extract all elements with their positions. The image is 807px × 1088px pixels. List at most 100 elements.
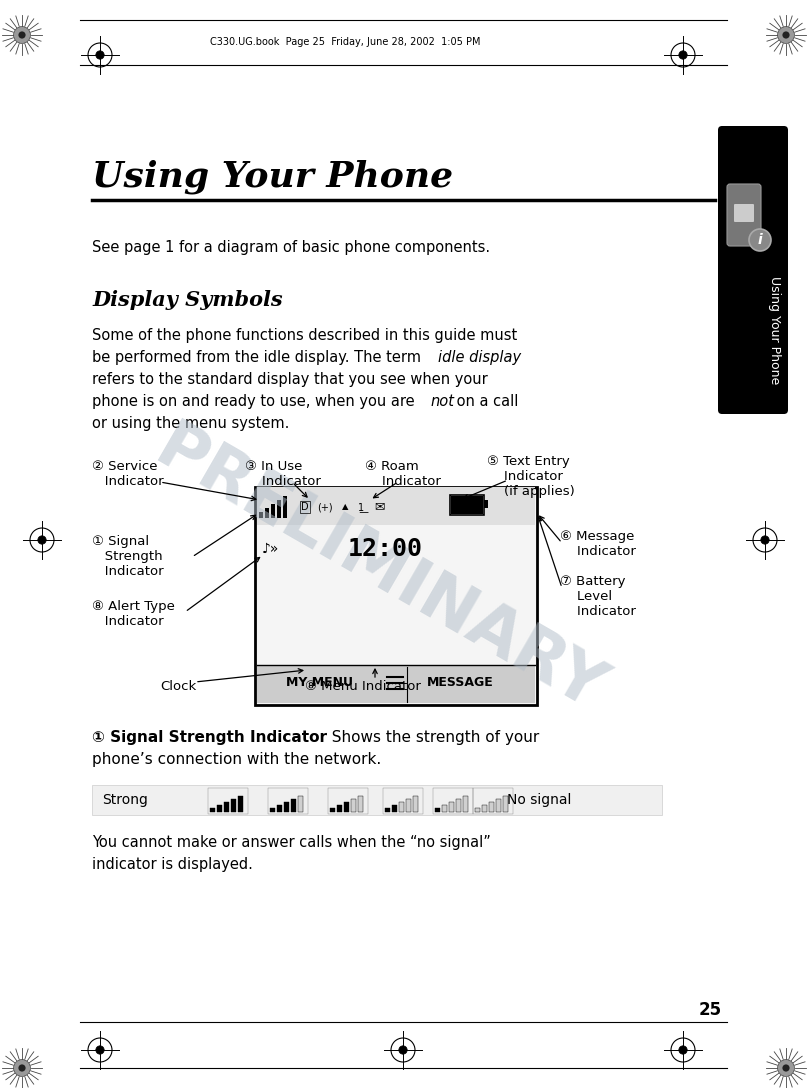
- Bar: [484, 500, 488, 508]
- Bar: [344, 802, 349, 812]
- Text: on a call: on a call: [452, 394, 518, 409]
- Bar: [255, 487, 537, 705]
- Bar: [337, 805, 342, 812]
- Text: ② Service
   Indicator: ② Service Indicator: [92, 460, 164, 489]
- Text: refers to the standard display that you see when your: refers to the standard display that you …: [92, 372, 487, 387]
- Text: phone’s connection with the network.: phone’s connection with the network.: [92, 752, 381, 767]
- Circle shape: [96, 51, 104, 59]
- Circle shape: [14, 26, 31, 44]
- Bar: [92, 786, 662, 815]
- Circle shape: [783, 32, 789, 38]
- Bar: [475, 808, 480, 812]
- Bar: [482, 805, 487, 812]
- Circle shape: [778, 1060, 794, 1076]
- Bar: [456, 799, 461, 812]
- Bar: [259, 512, 263, 518]
- Bar: [385, 808, 390, 812]
- Text: Strong: Strong: [102, 793, 148, 807]
- Circle shape: [19, 32, 26, 38]
- Text: 1͟: 1͟: [358, 502, 364, 512]
- Text: D: D: [301, 502, 309, 512]
- Bar: [270, 808, 275, 812]
- Circle shape: [783, 1064, 789, 1072]
- Bar: [291, 799, 296, 812]
- Text: Display Symbols: Display Symbols: [92, 290, 282, 310]
- FancyBboxPatch shape: [718, 126, 788, 415]
- Bar: [413, 796, 418, 812]
- Circle shape: [749, 228, 771, 251]
- FancyBboxPatch shape: [727, 184, 761, 246]
- Text: i: i: [758, 233, 763, 247]
- Circle shape: [14, 1060, 31, 1076]
- Bar: [284, 802, 289, 812]
- Bar: [496, 799, 501, 812]
- Text: Using Your Phone: Using Your Phone: [92, 160, 453, 195]
- Bar: [268, 788, 308, 814]
- Bar: [277, 805, 282, 812]
- Bar: [451, 496, 483, 514]
- Text: MY MENU: MY MENU: [286, 677, 353, 690]
- Bar: [283, 496, 287, 518]
- Text: ⑧ Menu Indicator: ⑧ Menu Indicator: [305, 680, 421, 693]
- Text: 25: 25: [698, 1001, 721, 1019]
- Text: ⑥ Message
    Indicator: ⑥ Message Indicator: [560, 530, 636, 558]
- Text: ▲: ▲: [341, 503, 349, 511]
- Text: C330.UG.book  Page 25  Friday, June 28, 2002  1:05 PM: C330.UG.book Page 25 Friday, June 28, 20…: [210, 37, 480, 47]
- Bar: [392, 805, 397, 812]
- Text: or using the menu system.: or using the menu system.: [92, 416, 290, 431]
- Bar: [463, 796, 468, 812]
- Bar: [298, 796, 303, 812]
- Text: be performed from the idle display. The term: be performed from the idle display. The …: [92, 350, 425, 364]
- Text: Using Your Phone: Using Your Phone: [768, 276, 781, 384]
- Bar: [406, 799, 411, 812]
- Bar: [351, 799, 356, 812]
- Circle shape: [761, 535, 769, 544]
- Bar: [473, 788, 513, 814]
- Bar: [328, 788, 368, 814]
- Bar: [399, 802, 404, 812]
- Text: not: not: [430, 394, 454, 409]
- Circle shape: [399, 1046, 408, 1054]
- Text: ① Signal
   Strength
   Indicator: ① Signal Strength Indicator: [92, 535, 164, 578]
- Text: See page 1 for a diagram of basic phone components.: See page 1 for a diagram of basic phone …: [92, 240, 490, 255]
- Bar: [271, 504, 275, 518]
- Bar: [358, 796, 363, 812]
- Text: phone is on and ready to use, when you are: phone is on and ready to use, when you a…: [92, 394, 420, 409]
- Text: ⑤ Text Entry
    Indicator
    (if applies): ⑤ Text Entry Indicator (if applies): [487, 455, 575, 498]
- Bar: [277, 500, 281, 518]
- Text: ✉: ✉: [374, 500, 384, 514]
- Text: No signal: No signal: [507, 793, 571, 807]
- Circle shape: [778, 26, 794, 44]
- Text: ③ In Use
    Indicator: ③ In Use Indicator: [245, 460, 321, 489]
- Bar: [442, 805, 447, 812]
- Bar: [224, 802, 229, 812]
- Text: ⑧ Alert Type
   Indicator: ⑧ Alert Type Indicator: [92, 599, 175, 628]
- Text: ① Signal Strength Indicator: ① Signal Strength Indicator: [92, 730, 327, 745]
- Bar: [257, 665, 535, 703]
- Bar: [210, 808, 215, 812]
- Bar: [383, 788, 423, 814]
- Text: ♪»: ♪»: [262, 542, 280, 556]
- Bar: [257, 487, 535, 526]
- Circle shape: [679, 1046, 688, 1054]
- Text: Shows the strength of your: Shows the strength of your: [322, 730, 539, 745]
- Bar: [503, 796, 508, 812]
- Text: indicator is displayed.: indicator is displayed.: [92, 857, 253, 871]
- FancyBboxPatch shape: [734, 205, 754, 222]
- Text: ⑦ Battery
    Level
    Indicator: ⑦ Battery Level Indicator: [560, 574, 636, 618]
- Bar: [238, 796, 243, 812]
- Circle shape: [679, 51, 688, 59]
- Bar: [450, 495, 484, 515]
- Bar: [435, 808, 440, 812]
- Text: You cannot make or answer calls when the “no signal”: You cannot make or answer calls when the…: [92, 834, 491, 850]
- Bar: [489, 802, 494, 812]
- Bar: [231, 799, 236, 812]
- Circle shape: [96, 1046, 104, 1054]
- Text: idle display: idle display: [438, 350, 521, 364]
- Text: (+): (+): [317, 502, 332, 512]
- Circle shape: [38, 535, 46, 544]
- Text: ④ Roam
    Indicator: ④ Roam Indicator: [365, 460, 441, 489]
- Bar: [449, 802, 454, 812]
- Bar: [217, 805, 222, 812]
- Text: Some of the phone functions described in this guide must: Some of the phone functions described in…: [92, 327, 517, 343]
